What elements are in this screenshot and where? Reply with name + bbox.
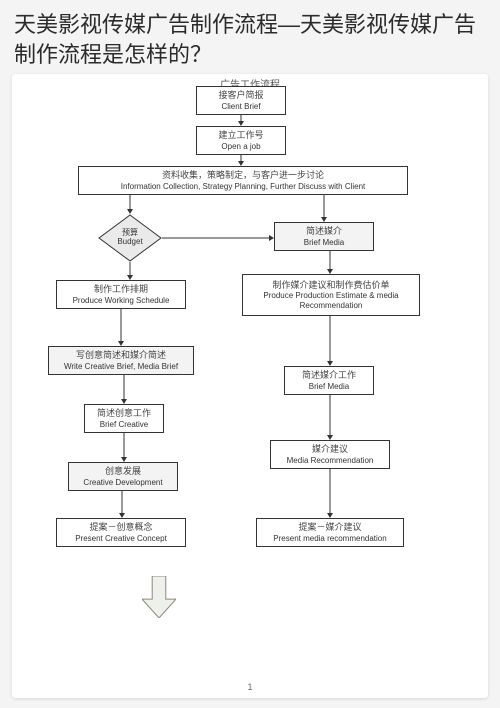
flow-box-n3: 资料收集，策略制定，与客户进一步讨论 Information Collectio…: [78, 166, 408, 195]
box-label-cn: 简述创意工作: [97, 408, 151, 419]
box-label-cn: 简述媒介: [306, 226, 342, 237]
box-label-en: Media Recommendation: [287, 456, 374, 466]
continue-arrow-icon: [142, 576, 176, 618]
flow-arrow-down: [320, 194, 328, 222]
flow-box-n11: 媒介建议 Media Recommendation: [270, 440, 390, 469]
flow-box-n2: 建立工作号 Open a job: [196, 126, 286, 155]
box-label-cn: 制作工作排期: [94, 284, 148, 295]
flow-arrow-down: [326, 392, 334, 440]
box-label-cn: 建立工作号: [218, 130, 263, 141]
box-label-en: Brief Creative: [100, 420, 148, 430]
flow-box-n12: 提案－创意概念 Present Creative Concept: [56, 518, 186, 547]
box-label-en: Write Creative Brief, Media Brief: [64, 362, 178, 372]
flow-arrow-down: [120, 430, 128, 462]
box-label-cn: 创意发展: [105, 466, 141, 477]
box-label-en: Creative Development: [83, 478, 162, 488]
flow-arrow-down: [326, 316, 334, 366]
flow-arrow-down: [117, 308, 125, 346]
box-label-cn: 媒介建议: [312, 444, 348, 455]
box-label-en: Produce Working Schedule: [73, 296, 170, 306]
box-label-en: Brief Media: [304, 238, 344, 248]
flow-arrow-down: [126, 194, 134, 214]
page-number: 1: [12, 682, 488, 692]
box-label-en: Information Collection, Strategy Plannin…: [121, 182, 366, 192]
flow-diamond-d1: 预算Budget: [98, 214, 162, 262]
box-label-en: Present Creative Concept: [75, 534, 167, 544]
box-label-en: Produce Production Estimate & media Reco…: [247, 291, 415, 310]
flow-arrow-down: [326, 248, 334, 274]
flow-arrow-down: [326, 468, 334, 518]
flow-box-n9: 简述媒介工作 Brief Media: [284, 366, 374, 395]
box-label-cn: 接客户简报: [218, 90, 263, 101]
page-title: 天美影视传媒广告制作流程—天美影视传媒广告制作流程是怎样的？: [0, 0, 500, 73]
flow-box-n10: 创意发展 Creative Development: [68, 462, 178, 491]
flow-arrow-down: [126, 262, 134, 280]
box-label-en: Present media recommendation: [273, 534, 386, 544]
diamond-label-en: Budget: [117, 238, 142, 247]
flow-box-n4: 简述媒介 Brief Media: [274, 222, 374, 251]
box-label-en: Client Brief: [221, 102, 260, 112]
document-page: 广告工作流程 接: [12, 74, 488, 698]
box-label-cn: 提案－媒介建议: [298, 522, 361, 533]
flow-box-n1: 接客户简报 Client Brief: [196, 86, 286, 115]
box-label-en: Brief Media: [309, 382, 349, 392]
box-label-cn: 制作媒介建议和制作费估价单: [272, 280, 389, 291]
flow-arrow-down: [120, 374, 128, 404]
flow-box-n5: 制作工作排期 Produce Working Schedule: [56, 280, 186, 309]
flow-box-n6: 制作媒介建议和制作费估价单 Produce Production Estimat…: [242, 274, 420, 316]
box-label-cn: 简述媒介工作: [302, 370, 356, 381]
flow-box-n7: 写创意简述和媒介简述 Write Creative Brief, Media B…: [48, 346, 194, 375]
flow-arrow-down: [118, 490, 126, 518]
box-label-cn: 提案－创意概念: [89, 522, 152, 533]
box-label-cn: 资料收集，策略制定，与客户进一步讨论: [162, 170, 324, 181]
box-label-en: Open a job: [221, 142, 260, 152]
flow-box-n8: 简述创意工作 Brief Creative: [84, 404, 164, 433]
flow-arrow-right: [162, 234, 274, 242]
flow-box-n13: 提案－媒介建议 Present media recommendation: [256, 518, 404, 547]
box-label-cn: 写创意简述和媒介简述: [76, 350, 166, 361]
flowchart: 接客户简报 Client Brief 建立工作号 Open a job 资料收集…: [12, 74, 488, 698]
